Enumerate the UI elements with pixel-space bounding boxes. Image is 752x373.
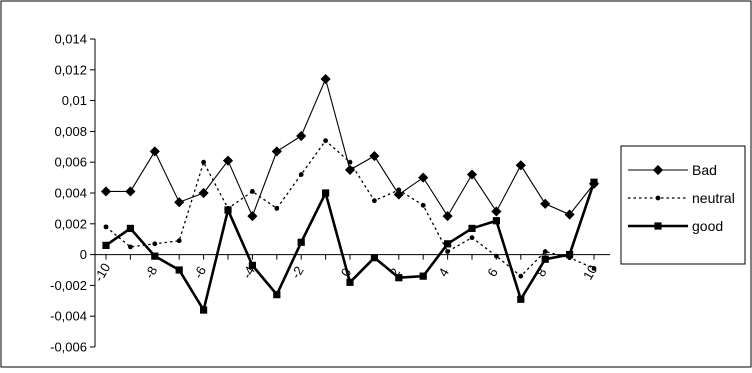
data-point-neutral	[298, 172, 304, 177]
data-point-good	[590, 178, 598, 186]
legend-label: Bad	[692, 162, 717, 178]
data-point-bad	[564, 209, 575, 220]
data-point-bad	[174, 197, 185, 208]
data-point-neutral	[127, 244, 133, 250]
y-tick-label: -0,006	[50, 340, 87, 355]
data-point-good	[346, 278, 354, 286]
data-point-neutral	[542, 249, 548, 254]
data-point-good	[224, 206, 232, 214]
data-point-bad	[222, 155, 234, 166]
y-tick-label: 0,008	[54, 124, 87, 139]
data-point-good	[322, 189, 330, 197]
data-point-bad	[271, 146, 282, 157]
legend-swatch-marker	[654, 222, 662, 230]
data-point-neutral	[176, 238, 182, 244]
data-point-neutral	[201, 159, 207, 165]
legend-swatch-marker	[655, 195, 661, 201]
data-point-good	[297, 238, 305, 246]
data-point-good	[566, 251, 574, 259]
y-tick-label: 0,014	[54, 32, 87, 47]
y-tick-label: 0,01	[62, 93, 87, 108]
series-layer	[100, 73, 600, 314]
legend-label: good	[692, 218, 723, 234]
data-point-neutral	[469, 235, 475, 241]
data-point-neutral	[591, 266, 597, 271]
series-bad	[100, 73, 600, 222]
legend: Bad neutral good	[620, 145, 746, 265]
data-point-bad	[320, 73, 331, 85]
data-point-neutral	[152, 241, 158, 247]
data-point-bad	[369, 150, 380, 162]
legend-label: neutral	[692, 190, 735, 206]
y-axis: 0,014 0,012 0,01 0,008 0,006 0,004 0,002 0 -0,00…	[50, 32, 96, 355]
data-point-bad	[296, 130, 307, 142]
data-point-good	[517, 295, 525, 303]
y-tick-label: 0	[80, 247, 87, 262]
data-point-bad	[198, 187, 209, 199]
y-tick-label: -0,002	[50, 278, 87, 293]
y-tick-label: 0,012	[54, 62, 87, 77]
legend-swatch-marker	[652, 164, 664, 176]
y-tick-label: 0,006	[54, 155, 87, 170]
data-point-good	[273, 291, 281, 299]
data-point-bad	[393, 189, 404, 200]
data-point-bad	[540, 198, 551, 209]
data-point-neutral	[420, 202, 426, 208]
data-point-bad	[442, 211, 453, 222]
data-point-bad	[515, 160, 526, 171]
series-good	[102, 178, 598, 314]
legend-item-good: good	[628, 218, 723, 234]
data-point-good	[248, 261, 256, 269]
data-point-good	[126, 224, 134, 233]
y-tick-label: -0,004	[50, 309, 87, 324]
data-point-bad	[344, 164, 356, 175]
data-point-good	[102, 241, 110, 249]
data-point-good	[395, 274, 403, 282]
data-point-bad	[100, 186, 112, 197]
data-point-good	[151, 252, 159, 260]
data-point-bad	[125, 186, 136, 197]
legend-item-neutral: neutral	[628, 190, 735, 206]
data-point-neutral	[396, 187, 402, 193]
data-point-bad	[149, 146, 160, 157]
y-tick-label: 0,002	[54, 216, 87, 231]
y-tick-label: 0,004	[54, 186, 87, 201]
data-point-neutral	[347, 159, 353, 165]
data-point-bad	[418, 172, 429, 183]
data-point-good	[492, 217, 500, 225]
data-point-neutral	[372, 198, 377, 204]
legend-item-bad: Bad	[628, 162, 717, 178]
data-point-neutral	[250, 189, 255, 194]
data-point-good	[468, 224, 476, 233]
data-point-good	[541, 255, 549, 263]
data-point-neutral	[494, 253, 499, 259]
data-point-bad	[491, 206, 502, 217]
data-point-good	[444, 240, 452, 248]
legend-box	[620, 145, 746, 265]
data-point-good	[175, 266, 183, 274]
data-point-neutral	[445, 249, 450, 254]
data-point-good	[419, 272, 427, 280]
data-point-neutral	[323, 138, 328, 144]
data-point-neutral	[518, 273, 524, 279]
data-point-neutral	[103, 224, 109, 230]
data-point-good	[370, 254, 378, 262]
data-point-bad	[466, 169, 478, 180]
data-point-good	[200, 306, 208, 314]
data-point-neutral	[274, 206, 280, 211]
data-point-bad	[247, 211, 258, 222]
